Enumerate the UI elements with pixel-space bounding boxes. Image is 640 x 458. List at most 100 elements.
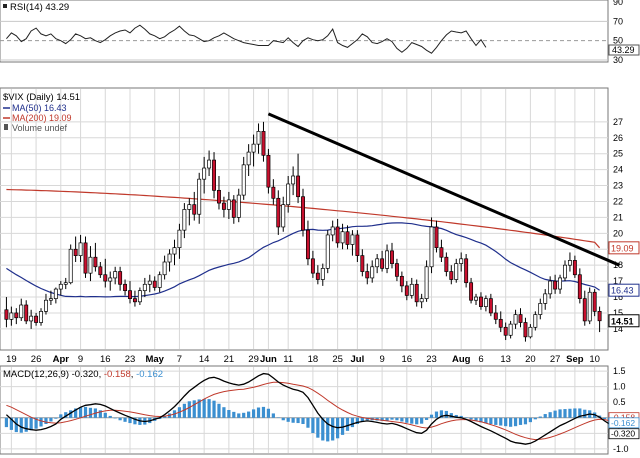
macd-histogram-bar bbox=[237, 413, 241, 418]
candle-body bbox=[236, 194, 241, 218]
macd-histogram-bar bbox=[444, 410, 448, 418]
macd-histogram-bar bbox=[350, 417, 355, 428]
candle-body bbox=[4, 309, 9, 320]
candle-body bbox=[123, 283, 128, 292]
candle bbox=[78, 234, 83, 262]
candle-body bbox=[538, 303, 543, 315]
legend-volume-swatch bbox=[4, 124, 8, 130]
macd-histogram-bar bbox=[306, 417, 310, 428]
candle-body bbox=[345, 231, 350, 245]
x-tick-label: May bbox=[145, 354, 164, 365]
x-tick-label: Sep bbox=[566, 354, 584, 365]
x-tick-label: 13 bbox=[500, 354, 511, 365]
candle bbox=[330, 220, 335, 242]
candle bbox=[187, 198, 192, 226]
candle bbox=[553, 274, 558, 294]
candle bbox=[182, 203, 187, 239]
macd-signal-line bbox=[6, 381, 620, 441]
candle-body bbox=[528, 326, 533, 338]
macd-tick-label: 0.5 bbox=[613, 397, 626, 407]
candle-body bbox=[498, 318, 503, 328]
x-tick-label: Jul bbox=[351, 354, 365, 365]
candle-body bbox=[582, 298, 587, 322]
candle bbox=[380, 250, 385, 272]
macd-tick-label: 1.5 bbox=[613, 366, 626, 376]
candle-body bbox=[558, 277, 563, 290]
candle bbox=[503, 322, 508, 341]
macd-histogram-bar bbox=[276, 417, 280, 418]
macd-histogram-bar bbox=[118, 417, 122, 421]
candle bbox=[483, 295, 488, 312]
macd-histogram-bar bbox=[563, 409, 567, 418]
price-tick-label: 24 bbox=[613, 165, 623, 175]
candle-body bbox=[587, 291, 592, 322]
macd-histogram-bar bbox=[449, 413, 453, 418]
macd-histogram-bar bbox=[74, 408, 78, 418]
macd-tick-label: 1.0 bbox=[613, 382, 626, 392]
candle-body bbox=[483, 298, 488, 307]
candle-body bbox=[488, 298, 493, 314]
macd-histogram-bar bbox=[326, 417, 330, 442]
rsi-tick-label: 50 bbox=[613, 36, 623, 46]
x-tick-label: 6 bbox=[478, 354, 483, 365]
candle-body bbox=[404, 285, 409, 296]
macd-histogram-bar bbox=[548, 412, 552, 418]
candle-body bbox=[172, 247, 177, 255]
macd-histogram-bar bbox=[484, 417, 488, 424]
x-tick-label: 9 bbox=[78, 354, 83, 365]
macd-histogram-bar bbox=[439, 410, 444, 418]
candle bbox=[434, 220, 439, 253]
candle-body bbox=[202, 167, 207, 180]
candle bbox=[310, 250, 315, 278]
candle-body bbox=[370, 266, 375, 279]
candle-body bbox=[330, 226, 335, 236]
candle bbox=[202, 156, 207, 194]
candle bbox=[152, 276, 157, 291]
candle-body bbox=[340, 231, 345, 244]
candle-body bbox=[34, 315, 39, 323]
candle-body bbox=[553, 280, 558, 290]
candle bbox=[469, 277, 474, 304]
macd-histogram-bar bbox=[459, 415, 463, 418]
candle-body bbox=[73, 248, 78, 256]
candle bbox=[305, 220, 310, 266]
candle-body bbox=[118, 271, 123, 285]
candle-body bbox=[380, 258, 385, 269]
candle bbox=[296, 153, 301, 204]
candle-body bbox=[147, 280, 152, 285]
candle bbox=[286, 176, 291, 213]
candle bbox=[350, 230, 355, 256]
candle bbox=[385, 244, 390, 274]
price-tick-label: 22 bbox=[613, 196, 623, 206]
macd-histogram-bar bbox=[78, 407, 83, 418]
candle-body bbox=[439, 247, 444, 258]
macd-histogram-bar bbox=[464, 417, 468, 418]
candle bbox=[14, 308, 19, 325]
macd-histogram-bar bbox=[271, 413, 275, 418]
macd-histogram-bar bbox=[424, 417, 429, 420]
price-last-value-label: 19.09 bbox=[611, 243, 634, 253]
candle bbox=[409, 277, 414, 299]
macd-histogram-bar bbox=[232, 411, 236, 418]
candle bbox=[424, 260, 429, 302]
macd-last-value-label: -0.320 bbox=[611, 429, 635, 439]
macd-histogram-bar bbox=[247, 411, 251, 418]
candle-body bbox=[350, 234, 355, 245]
candle bbox=[236, 188, 241, 223]
candle-body bbox=[474, 296, 478, 301]
x-tick-label: 14 bbox=[199, 354, 210, 365]
macd-histogram-bar bbox=[528, 417, 532, 423]
price-legend: $VIX (Daily) 14.51 MA(50) 16.43 MA(200) … bbox=[3, 92, 80, 133]
candle bbox=[34, 312, 39, 326]
macd-histogram-bar bbox=[34, 417, 38, 429]
candle bbox=[360, 249, 365, 277]
price-last-value-box bbox=[608, 241, 640, 255]
candle bbox=[68, 244, 73, 285]
macd-title-part: , bbox=[131, 369, 136, 380]
candle-body bbox=[276, 197, 281, 228]
candle-body bbox=[493, 312, 498, 320]
macd-histogram-bar bbox=[479, 417, 483, 423]
price-tick-label: 14 bbox=[613, 324, 623, 334]
price-last-value-box bbox=[608, 314, 640, 328]
candle-body bbox=[296, 175, 301, 198]
